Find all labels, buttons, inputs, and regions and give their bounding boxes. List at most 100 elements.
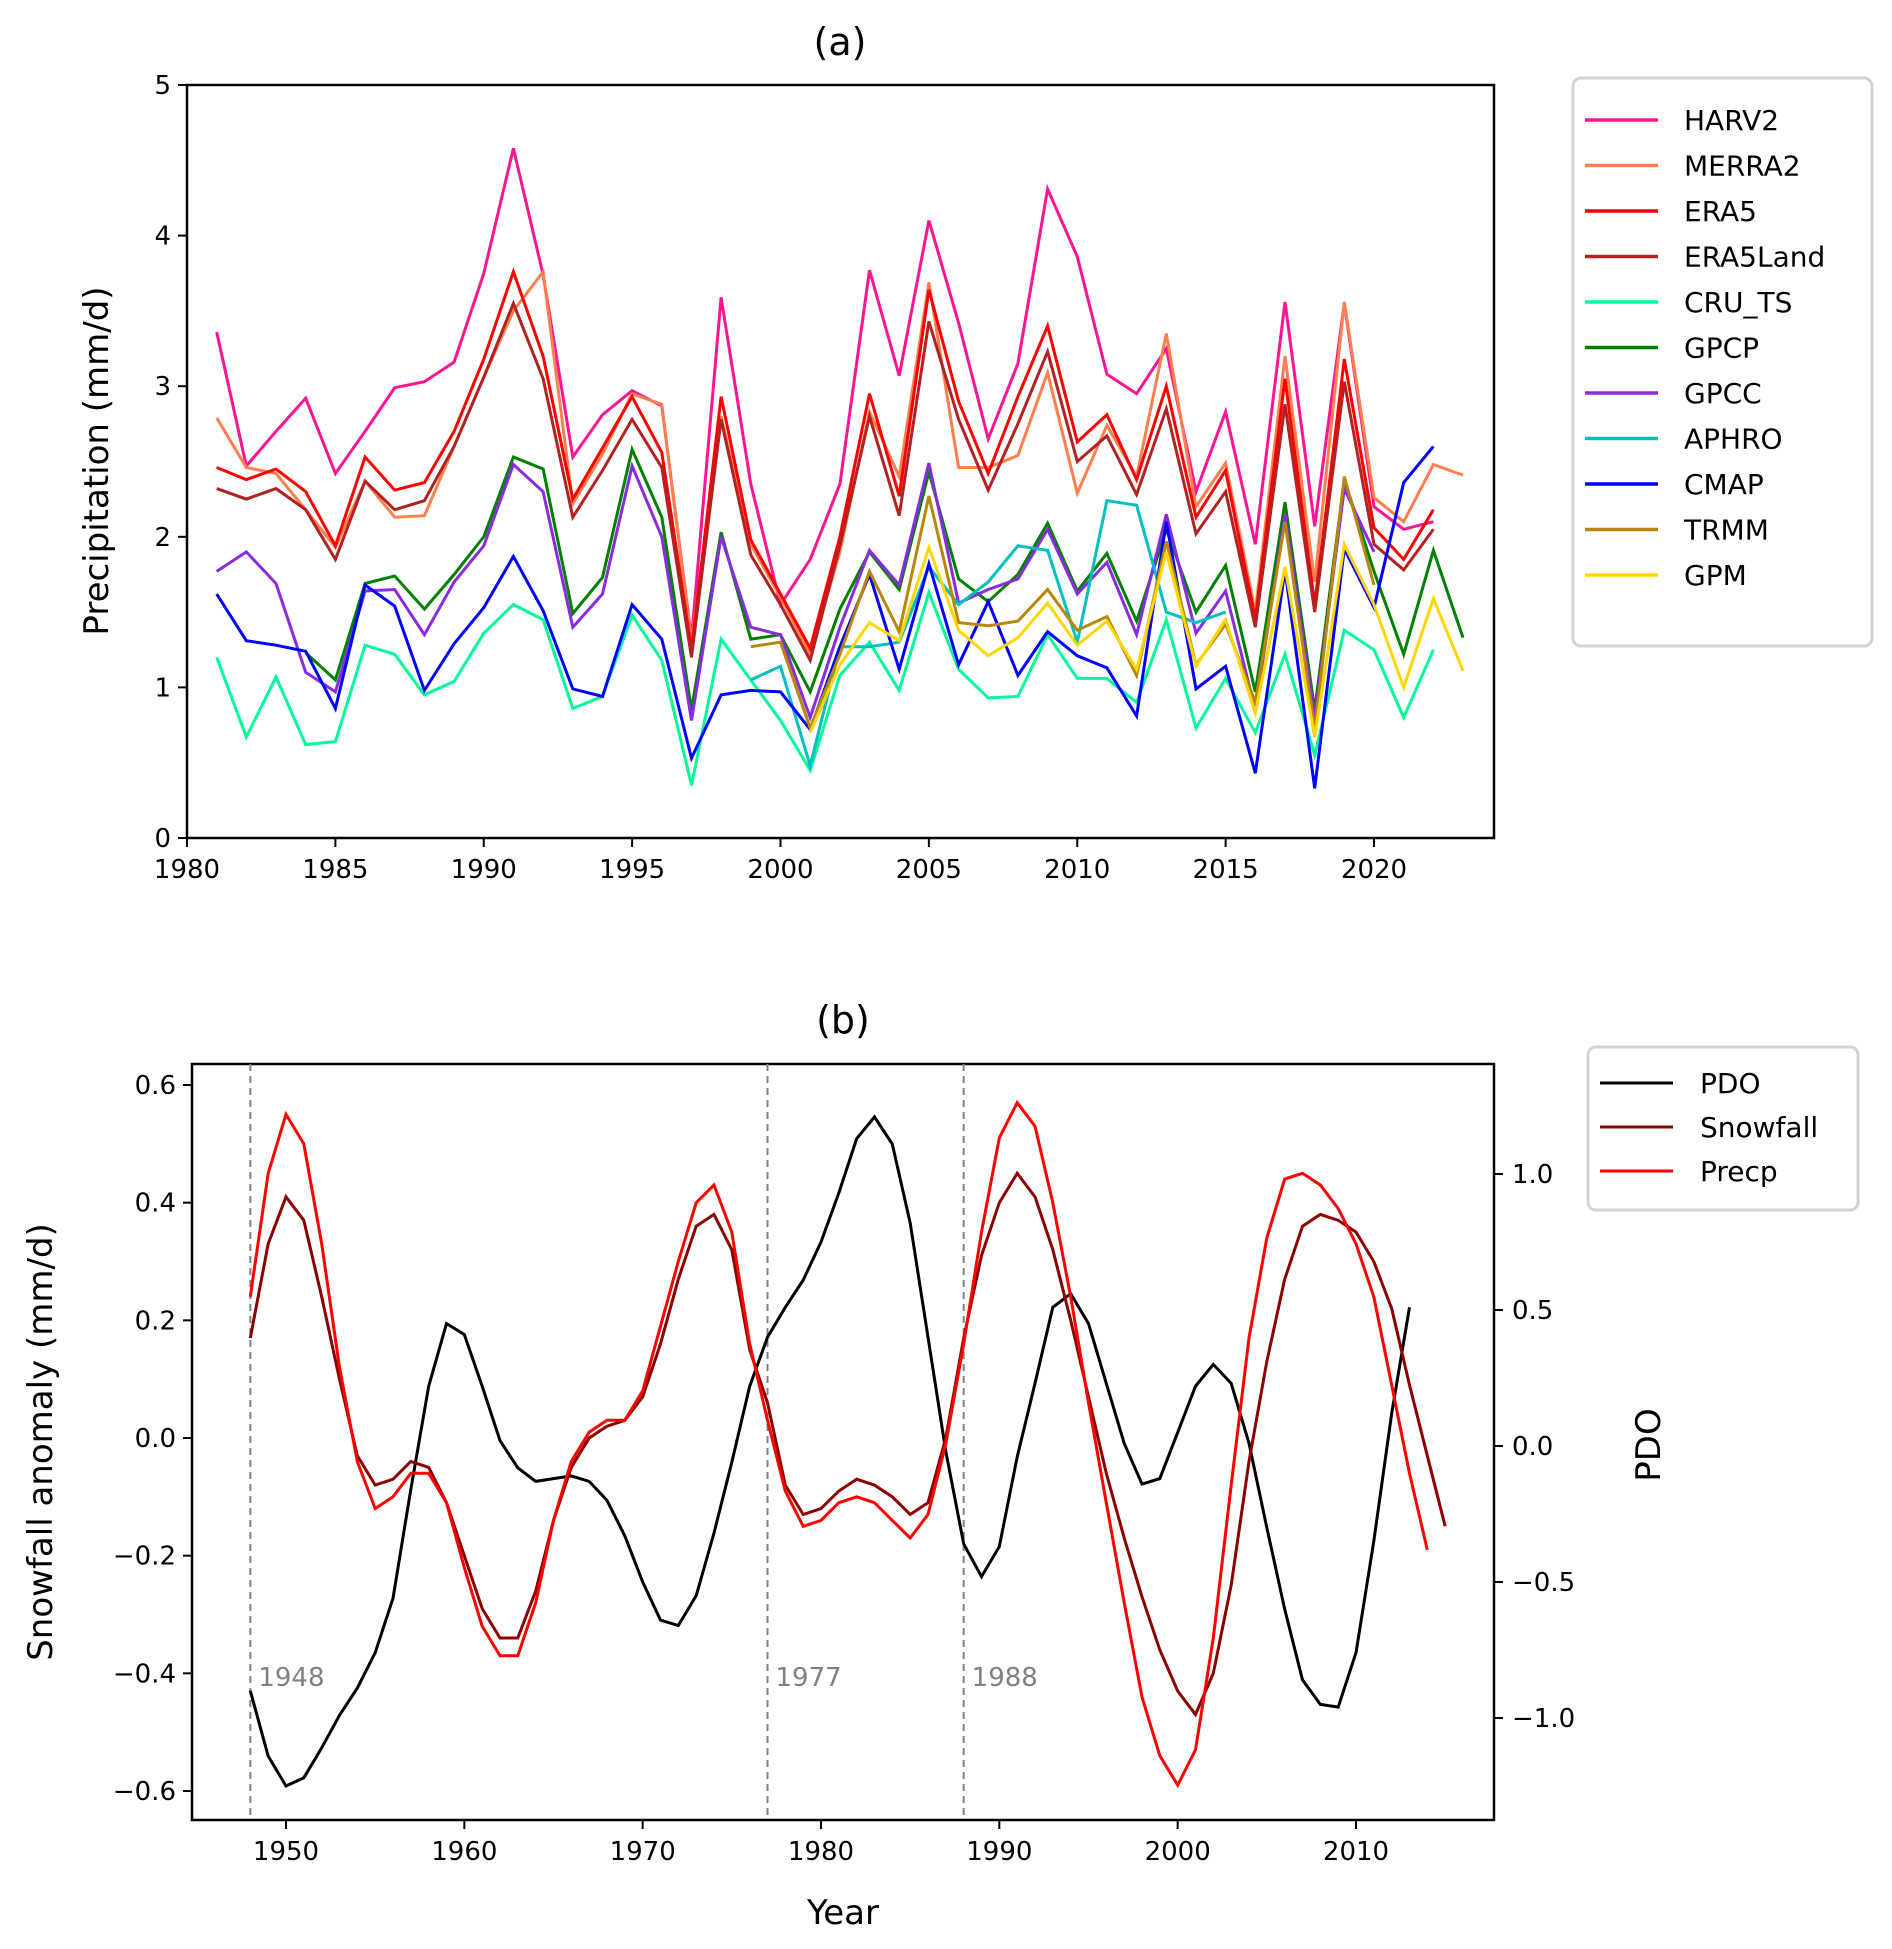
line-era5: [216, 267, 1435, 653]
line-pdo: [248, 1114, 1411, 1788]
panel-a-title: (a): [814, 20, 867, 64]
series-era5: [216, 267, 1435, 653]
y-tick-label: −0.4: [113, 1659, 176, 1689]
y-tick-label: 5: [154, 71, 171, 101]
y-tick-label: 0.4: [135, 1189, 176, 1219]
legend-label: MERRA2: [1684, 150, 1801, 183]
y-tick-label: 4: [154, 222, 171, 252]
legend-item-precp: Precp: [1600, 1155, 1778, 1188]
legend-item-merra2: MERRA2: [1585, 150, 1801, 183]
y-tick-label: −0.6: [113, 1777, 176, 1807]
line-gpcp: [304, 444, 1465, 711]
panel-b-series: [248, 1099, 1447, 1789]
y-tick-label: 0.2: [135, 1306, 176, 1336]
panel-b-frame: [190, 1062, 1496, 1822]
x-tick-label: 1995: [599, 855, 665, 885]
y-tick-label: 2: [154, 523, 171, 553]
y2-tick-label: 0.0: [1512, 1432, 1553, 1462]
panel-a-legend: HARV2 MERRA2 ERA5 ERA5Land CRU_TS GPCP GPCC APH…: [1571, 76, 1874, 648]
legend-item-era5: ERA5: [1585, 195, 1757, 228]
panel-b-y2-axis-label: PDO: [1629, 1408, 1669, 1481]
series-pdo: [248, 1114, 1411, 1788]
series-aphro: [750, 499, 1227, 772]
legend-label: HARV2: [1684, 104, 1779, 137]
legend-label: Precp: [1700, 1155, 1778, 1188]
y2-tick-label: −1.0: [1512, 1704, 1575, 1734]
x-tick-label: 2010: [1044, 855, 1110, 885]
line-snowfall: [248, 1170, 1447, 1718]
series-snowfall: [248, 1170, 1447, 1718]
panel-b-y2-ticks: −1.0 −0.5 0.0 0.5 1.0: [1494, 1160, 1575, 1734]
y-tick-label: 1: [154, 673, 171, 703]
legend-frame: [1586, 1045, 1860, 1212]
x-tick-label: 1950: [253, 1837, 319, 1867]
legend-label: APHRO: [1684, 423, 1783, 456]
line-harv2: [215, 147, 1434, 640]
line-cmap: [215, 445, 1435, 789]
legend-label: GPCP: [1684, 332, 1759, 365]
series-gpm: [808, 539, 1465, 738]
panel-b-y-ticks: −0.6 −0.4 −0.2 0.0 0.2 0.4 0.6: [113, 1071, 192, 1807]
x-tick-label: 1980: [154, 855, 220, 885]
line-aphro: [750, 499, 1227, 772]
legend-item-cmap: CMAP: [1585, 468, 1764, 501]
line-trmm: [750, 476, 1376, 733]
y-tick-label: 0.6: [135, 1071, 176, 1101]
legend-item-snowfall: Snowfall: [1600, 1111, 1818, 1144]
legend-label: TRMM: [1683, 514, 1769, 547]
legend-item-pdo: PDO: [1600, 1067, 1760, 1100]
legend-item-gpcc: GPCC: [1585, 377, 1762, 410]
legend-item-gpm: GPM: [1585, 559, 1747, 592]
panel-b-reference-lines: 1948 1977 1988: [249, 1064, 1038, 1820]
panel-b-legend: PDO Snowfall Precp: [1586, 1045, 1860, 1212]
panel-b: (b) 1948 1977 1988 1950 1960 1970 1980 1990 200…: [21, 998, 1860, 1933]
panel-b-x-axis-label: Year: [806, 1893, 879, 1933]
y-tick-label: 0.0: [135, 1424, 176, 1454]
legend-label: Snowfall: [1700, 1111, 1818, 1144]
panel-b-y-axis-label: Snowfall anomaly (mm/d): [21, 1223, 61, 1661]
series-cmap: [215, 445, 1435, 789]
line-gpm: [808, 539, 1465, 738]
y2-tick-label: 1.0: [1512, 1160, 1553, 1190]
x-tick-label: 1970: [610, 1837, 676, 1867]
line-precp: [248, 1099, 1429, 1789]
legend-label: GPM: [1684, 559, 1747, 592]
legend-label: CMAP: [1684, 468, 1764, 501]
x-tick-label: 2020: [1341, 855, 1407, 885]
reference-line-label: 1948: [258, 1663, 324, 1693]
x-tick-label: 1960: [431, 1837, 497, 1867]
y-tick-label: 3: [154, 372, 171, 402]
legend-label: ERA5Land: [1684, 241, 1825, 274]
legend-item-harv2: HARV2: [1585, 104, 1779, 137]
x-tick-label: 1980: [788, 1837, 854, 1867]
panel-b-title: (b): [816, 998, 870, 1042]
x-tick-label: 2010: [1323, 1837, 1389, 1867]
panel-a: (a) 1980 1985 1990 1995 2000 2005 2010 2015 2020…: [77, 20, 1874, 885]
panel-b-x-ticks: 1950 1960 1970 1980 1990 2000 2010: [253, 1820, 1389, 1867]
panel-a-series: [215, 147, 1465, 789]
legend-item-cru-ts: CRU_TS: [1585, 286, 1792, 319]
series-harv2: [215, 147, 1434, 640]
y2-tick-label: 0.5: [1512, 1296, 1553, 1326]
line-gpcc: [215, 461, 1376, 723]
legend-label: PDO: [1700, 1067, 1760, 1100]
legend-item-aphro: APHRO: [1585, 423, 1783, 456]
x-tick-label: 1985: [302, 855, 368, 885]
series-trmm: [750, 476, 1376, 733]
y2-tick-label: −0.5: [1512, 1568, 1575, 1598]
legend-frame: [1571, 76, 1874, 648]
legend-label: CRU_TS: [1684, 286, 1792, 319]
x-tick-label: 2015: [1193, 855, 1259, 885]
legend-label: GPCC: [1684, 377, 1762, 410]
legend-item-era5land: ERA5Land: [1585, 241, 1825, 274]
series-gpcc: [215, 461, 1376, 723]
series-gpcp: [304, 444, 1465, 711]
reference-line-label: 1988: [972, 1663, 1038, 1693]
reference-line-label: 1977: [776, 1663, 842, 1693]
line-era5land: [216, 299, 1435, 665]
panel-a-x-ticks: 1980 1985 1990 1995 2000 2005 2010 2015 2020: [154, 838, 1407, 885]
y-tick-label: 0: [154, 824, 171, 854]
panel-a-y-ticks: 0 1 2 3 4 5: [154, 71, 187, 854]
x-tick-label: 2005: [896, 855, 962, 885]
